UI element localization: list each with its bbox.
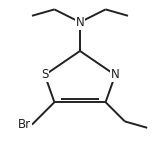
Text: S: S xyxy=(41,69,48,82)
Text: N: N xyxy=(111,69,120,82)
Text: Br: Br xyxy=(18,118,31,131)
Text: N: N xyxy=(76,16,84,29)
